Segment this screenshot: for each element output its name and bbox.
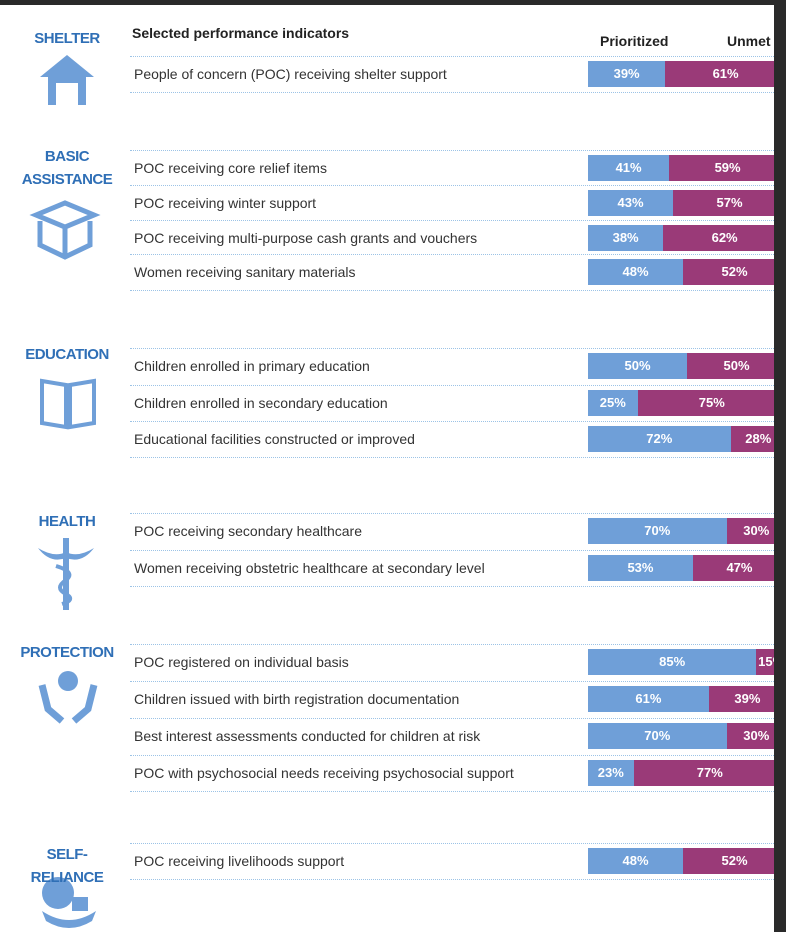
separator [130,513,774,514]
section-title: SELF-RELIANCE [30,846,104,886]
bar-segment: 72% [588,426,731,452]
bar-segment: 30% [726,518,774,544]
bar-segment: 61% [588,686,709,712]
indicator-label: Children enrolled in secondary education [134,395,388,411]
indicator-label: People of concern (POC) receiving shelte… [134,66,447,82]
protection-icon [38,671,98,724]
separator [130,586,774,587]
bar-segment: 75% [637,390,774,416]
separator [130,385,774,386]
stacked-bar: 48% 52% [588,259,774,285]
stacked-bar: 70% 30% [588,723,774,749]
bar-segment: 77% [633,760,774,786]
separator [130,150,774,151]
bar-segment: 70% [588,518,727,544]
health-icon [38,538,94,610]
separator [130,290,774,291]
separator [130,644,774,645]
bar-segment: 15% [756,649,774,675]
shelter-icon [40,55,94,105]
section-title: EDUCATION [25,346,109,363]
stacked-bar: 38% 62% [588,225,774,251]
separator [130,185,774,186]
bar-segment: 59% [669,155,774,181]
infographic: Selected performance indicators Prioriti… [0,5,774,932]
bar-segment: 50% [687,353,774,379]
separator [130,550,774,551]
section-title: HEALTH [38,513,96,530]
section-title: BASIC ASSISTANCE [21,148,113,188]
section-title: PROTECTION [20,644,114,661]
bar-segment: 47% [692,555,774,581]
indicator-label: POC receiving livelihoods support [134,853,345,869]
bar-segment: 43% [588,190,674,216]
stacked-bar: 72% 28% [588,426,774,452]
bar-segment: 61% [665,61,774,87]
stacked-bar: 50% 50% [588,353,774,379]
bar-segment: 23% [588,760,634,786]
stacked-bar: 25% 75% [588,390,774,416]
bar-segment: 85% [588,649,757,675]
indicator-label: POC receiving multi-purpose cash grants … [134,230,478,246]
separator [130,348,774,349]
separator [130,791,774,792]
livelihoods-icon [42,877,96,928]
stacked-bar: 43% 57% [588,190,774,216]
indicator-label: Women receiving sanitary materials [134,264,356,280]
stacked-bar: 41% 59% [588,155,774,181]
bar-segment: 48% [588,259,684,285]
separator [130,56,774,57]
bar-segment: 48% [588,848,684,874]
indicator-label: POC receiving core relief items [134,160,327,176]
stacked-bar: 48% 52% [588,848,774,874]
indicator-label: Best interest assessments conducted for … [134,728,481,744]
indicator-label: POC registered on individual basis [134,654,349,670]
bar-segment: 25% [588,390,638,416]
separator [130,457,774,458]
legend-prioritized: Prioritized [600,33,669,49]
separator [130,843,774,844]
book-icon [40,378,96,430]
indicator-label: Women receiving obstetric healthcare at … [134,560,485,576]
separator [130,220,774,221]
indicator-label: Children issued with birth registration … [134,691,460,707]
bar-segment: 52% [683,848,774,874]
separator [130,92,774,93]
stacked-bar: 61% 39% [588,686,774,712]
separator [130,879,774,880]
indicator-label: POC receiving winter support [134,195,317,211]
bar-segment: 70% [588,723,727,749]
bar-segment: 53% [588,555,693,581]
stacked-bar: 23% 77% [588,760,774,786]
indicator-label: POC receiving secondary healthcare [134,523,363,539]
bar-segment: 38% [588,225,664,251]
separator [130,681,774,682]
separator [130,755,774,756]
indicator-label: POC with psychosocial needs receiving ps… [134,765,514,781]
stacked-bar: 53% 47% [588,555,774,581]
bar-segment: 39% [708,686,774,712]
indicator-label: Educational facilities constructed or im… [134,431,415,447]
indicator-label: Children enrolled in primary education [134,358,370,374]
bar-segment: 62% [663,225,774,251]
separator [130,718,774,719]
indicators-title: Selected performance indicators [132,25,350,41]
box-icon [29,200,101,260]
legend-unmet: Unmet [727,33,771,49]
section-title: SHELTER [34,30,100,47]
bar-segment: 52% [683,259,774,285]
separator [130,254,774,255]
bar-segment: 57% [673,190,774,216]
stacked-bar: 85%15% [588,649,774,675]
bar-segment: 28% [730,426,774,452]
bar-segment: 39% [588,61,666,87]
stacked-bar: 39% 61% [588,61,774,87]
separator [130,421,774,422]
bar-segment: 30% [726,723,774,749]
bar-segment: 50% [588,353,687,379]
bar-segment: 41% [588,155,670,181]
stacked-bar: 70% 30% [588,518,774,544]
